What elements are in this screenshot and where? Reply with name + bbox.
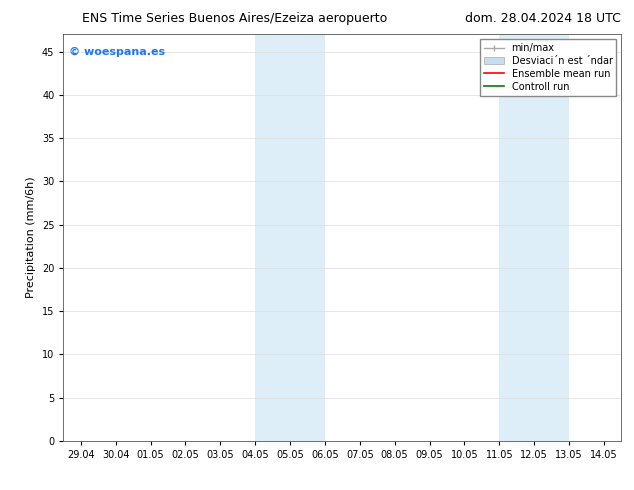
Bar <box>500 34 569 441</box>
Text: © woespana.es: © woespana.es <box>69 47 165 56</box>
Legend: min/max, Desviaci´n est ´ndar, Ensemble mean run, Controll run: min/max, Desviaci´n est ´ndar, Ensemble … <box>481 39 616 96</box>
Text: dom. 28.04.2024 18 UTC: dom. 28.04.2024 18 UTC <box>465 12 621 25</box>
Text: ENS Time Series Buenos Aires/Ezeiza aeropuerto: ENS Time Series Buenos Aires/Ezeiza aero… <box>82 12 387 25</box>
Bar <box>255 34 325 441</box>
Y-axis label: Precipitation (mm/6h): Precipitation (mm/6h) <box>27 177 36 298</box>
